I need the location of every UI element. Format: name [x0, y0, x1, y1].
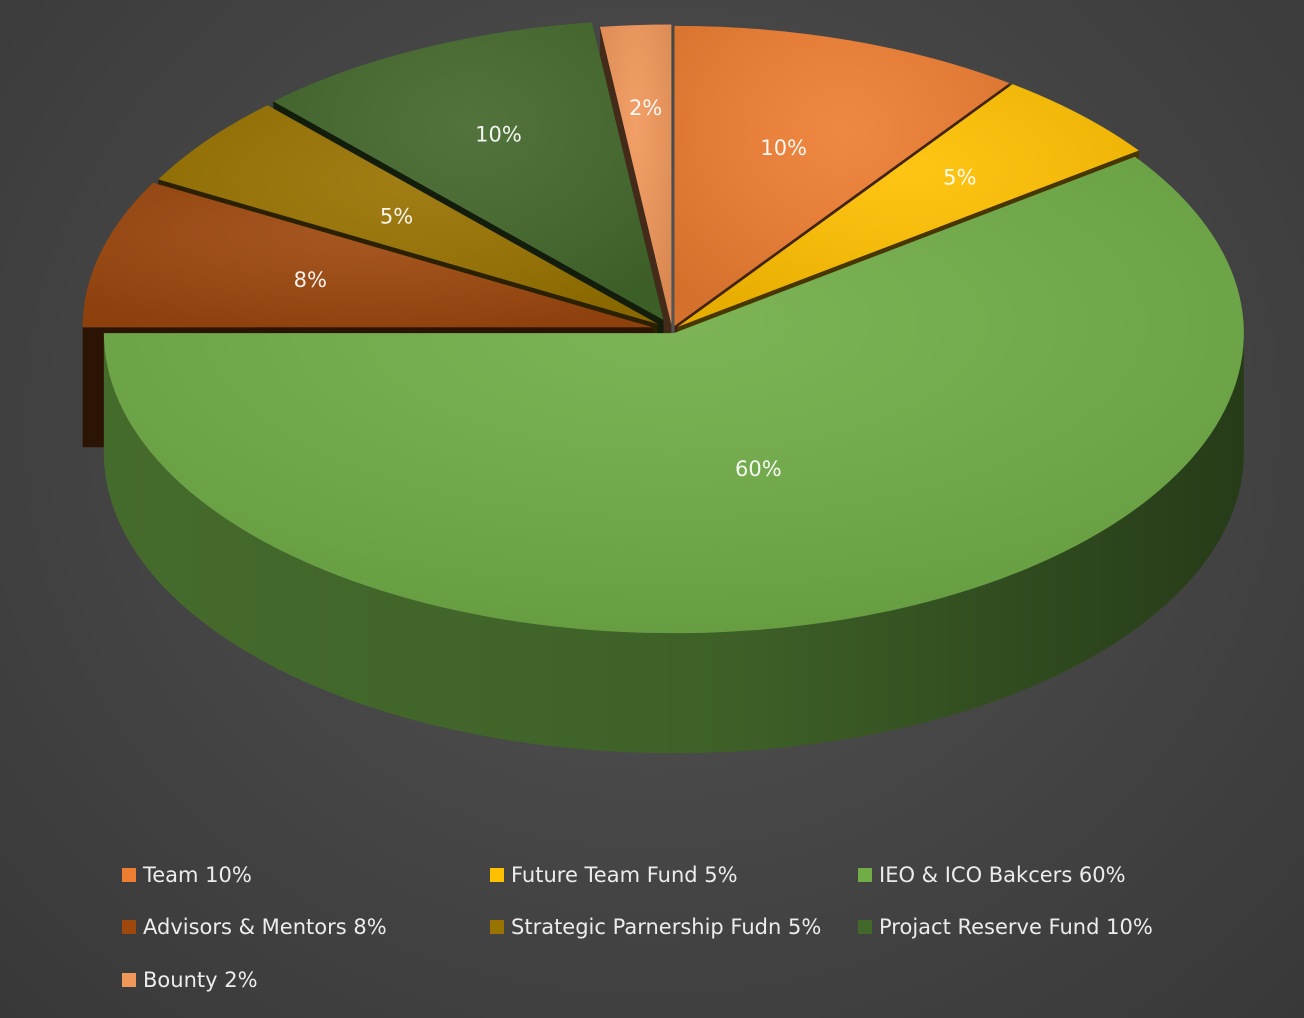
legend-item-strategic-parnership-fudn-5: Strategic Parnership Fudn 5% — [490, 915, 821, 939]
data-label-projact-reserve-fund-10: 10% — [475, 122, 522, 146]
pie-top-ieo-and-ico-bakcers-60 — [103, 156, 1244, 634]
legend-label: Team 10% — [143, 863, 252, 887]
legend-label: Projact Reserve Fund 10% — [879, 915, 1153, 939]
slice-top-shine — [273, 22, 664, 321]
legend-swatch — [490, 868, 504, 882]
data-label-future-team-fund-5: 5% — [943, 165, 976, 189]
legend-swatch — [858, 920, 872, 934]
data-label-strategic-parnership-fudn-5: 5% — [380, 204, 413, 228]
pie-top-team-10 — [674, 25, 1010, 326]
legend-label: Future Team Fund 5% — [511, 863, 738, 887]
data-label-advisors-and-mentors-8: 8% — [294, 268, 327, 292]
data-label-bounty-2: 2% — [629, 96, 662, 120]
pie-top-bounty-2 — [599, 24, 672, 325]
slice-top-shine — [103, 156, 1244, 634]
slice-top-shine — [82, 182, 653, 328]
legend-swatch — [122, 973, 136, 987]
legend-item-future-team-fund-5: Future Team Fund 5% — [490, 863, 738, 887]
legend-item-projact-reserve-fund-10: Projact Reserve Fund 10% — [858, 915, 1153, 939]
legend-label: Bounty 2% — [143, 968, 258, 992]
pie-top-advisors-and-mentors-8 — [82, 182, 653, 328]
slice-top-shine — [677, 84, 1139, 327]
slice-top-shine — [599, 24, 672, 325]
slice-top-shine — [674, 25, 1010, 326]
slice-top-shine — [158, 105, 658, 324]
legend-swatch — [122, 868, 136, 882]
legend-item-bounty-2: Bounty 2% — [122, 968, 258, 992]
data-label-team-10: 10% — [760, 136, 807, 160]
legend-item-team-10: Team 10% — [122, 863, 252, 887]
pie-slice-ieo-and-ico-bakcers-60 — [103, 333, 1244, 754]
data-label-ieo-and-ico-bakcers-60: 60% — [735, 457, 782, 481]
pie-top-projact-reserve-fund-10 — [273, 22, 664, 321]
legend-label: Advisors & Mentors 8% — [143, 915, 387, 939]
slice-wall-shade — [103, 333, 1244, 754]
legend-item-advisors-and-mentors-8: Advisors & Mentors 8% — [122, 915, 387, 939]
legend-label: IEO & ICO Bakcers 60% — [879, 863, 1126, 887]
legend-swatch — [858, 868, 872, 882]
legend-item-ieo-and-ico-bakcers-60: IEO & ICO Bakcers 60% — [858, 863, 1126, 887]
pie-top-future-team-fund-5 — [677, 84, 1139, 327]
legend-swatch — [122, 920, 136, 934]
legend-label: Strategic Parnership Fudn 5% — [511, 915, 822, 939]
pie-top-strategic-parnership-fudn-5 — [158, 105, 658, 324]
legend-swatch — [490, 920, 504, 934]
